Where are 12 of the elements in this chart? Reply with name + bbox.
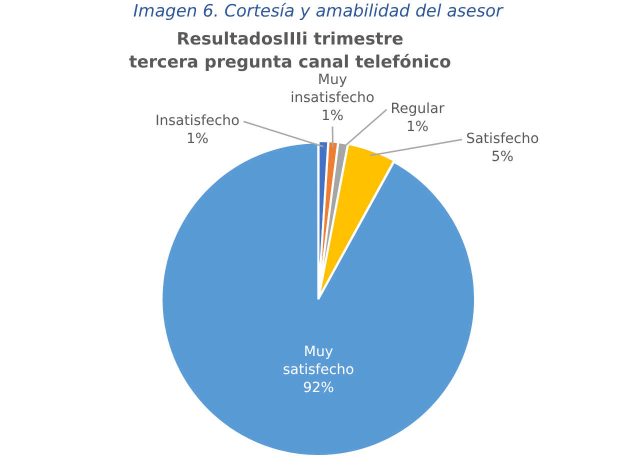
data-label: 5% bbox=[491, 149, 514, 166]
data-label: 1% bbox=[406, 119, 429, 136]
data-label: 1% bbox=[321, 108, 344, 124]
slice-label: Satisfecho bbox=[466, 131, 539, 148]
slice-label: Insatisfecho bbox=[155, 113, 240, 130]
text: Imagen 6. Cortesía y amabilidad del asesor bbox=[133, 1, 504, 22]
slice-label: Regular bbox=[390, 101, 445, 118]
slice-label: Muy satisfecho bbox=[282, 344, 354, 378]
data-label: 92% bbox=[302, 380, 334, 396]
chart-title: ResultadosIIIi trimestre tercera pregunta canal telefónico bbox=[128, 29, 452, 72]
data-label: 1% bbox=[186, 131, 209, 148]
slice-label: Muy insatisfecho bbox=[290, 72, 374, 106]
